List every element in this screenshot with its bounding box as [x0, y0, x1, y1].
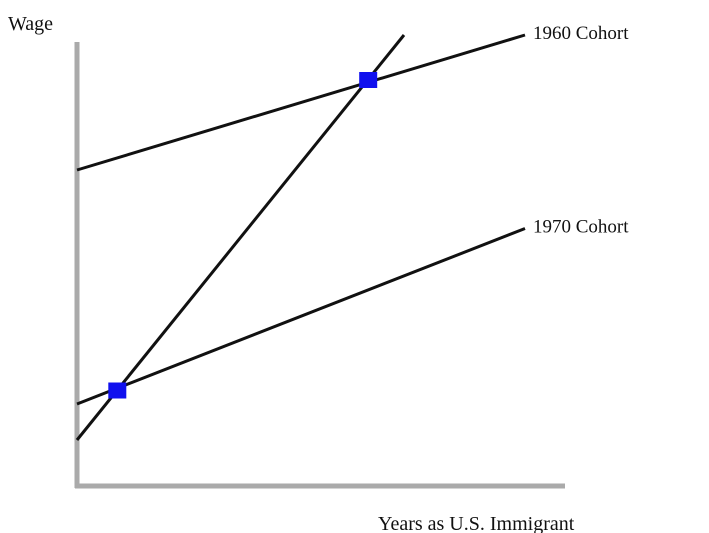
series-markers: [108, 72, 378, 399]
x-axis-label: Years as U.S. Immigrant: [378, 513, 575, 533]
series-line-1960-cohort: [76, 33, 526, 172]
series-label-1960-cohort: 1960 Cohort: [533, 23, 629, 44]
series-label-1970-cohort: 1970 Cohort: [533, 217, 629, 238]
y-axis-label: Wage: [8, 13, 53, 35]
intersection-marker-1: [108, 382, 127, 399]
series-labels: 1960 Cohort 1970 Cohort: [533, 23, 629, 238]
series-line-3: [75, 34, 406, 441]
series-line-1970-cohort: [76, 227, 526, 406]
series-lines: [75, 33, 526, 441]
intersection-marker-2: [359, 72, 378, 88]
